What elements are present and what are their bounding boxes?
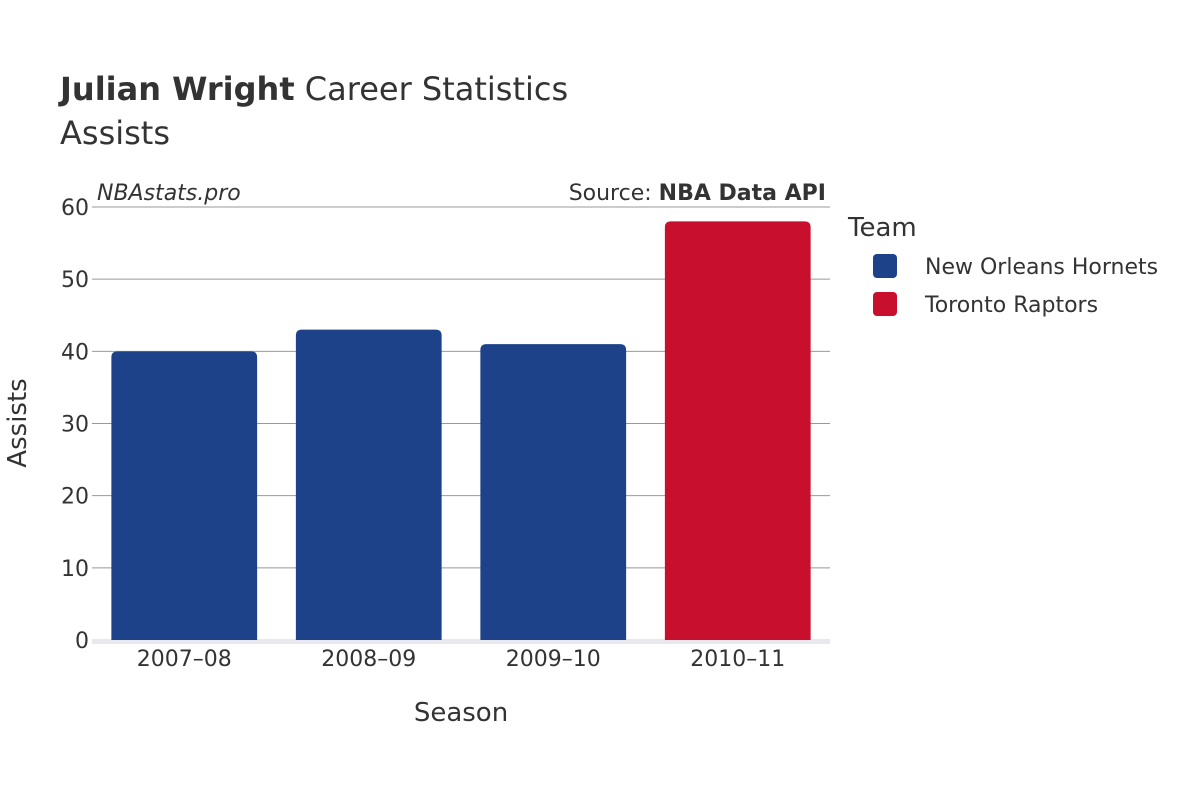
x-tick-label: 2007–08 [137,647,232,672]
y-tick-label: 0 [75,629,89,654]
legend-swatch [873,292,897,316]
y-tick-label: 50 [61,268,89,293]
x-axis-baseline [92,639,830,644]
legend-item-label: New Orleans Hornets [925,255,1158,280]
legend-items: New Orleans Hornets Toronto Raptors [873,254,1158,318]
source-prefix: Source: [569,181,659,206]
x-axis-title: Season [414,698,508,728]
watermark: NBAstats.pro [97,181,241,206]
y-tick-label: 10 [61,557,89,582]
x-tick-label: 2009–10 [506,647,601,672]
bar-2010–11 [664,221,811,640]
chart-title-bold: Julian Wright [58,70,295,108]
chart-subtitle: Assists [60,114,170,152]
legend-title: Team [847,213,917,243]
bar-2008–09 [295,329,442,640]
chart-title-rest: Career Statistics [295,70,569,108]
y-tick-label: 30 [61,413,89,438]
bar-2009–10 [480,344,627,640]
legend-item-label: Toronto Raptors [924,293,1098,318]
bars [111,221,811,640]
legend: Team New Orleans Hornets Toronto Raptors [847,213,1158,318]
source-label: Source: NBA Data API [569,181,826,206]
x-tick-label: 2008–09 [321,647,416,672]
bar-2007–08 [111,351,258,640]
y-tick-label: 60 [61,196,89,221]
x-tick-label: 2010–11 [690,647,785,672]
legend-swatch [873,254,897,278]
source-name: NBA Data API [659,181,826,206]
chart-title: Julian Wright Career Statistics [58,70,568,108]
x-tick-labels: 2007–08 2008–09 2009–10 2010–11 [137,647,785,672]
y-tick-labels: 0 10 20 30 40 50 60 [61,196,89,654]
y-axis-title: Assists [3,378,33,467]
y-tick-label: 40 [61,340,89,365]
y-tick-label: 20 [61,485,89,510]
